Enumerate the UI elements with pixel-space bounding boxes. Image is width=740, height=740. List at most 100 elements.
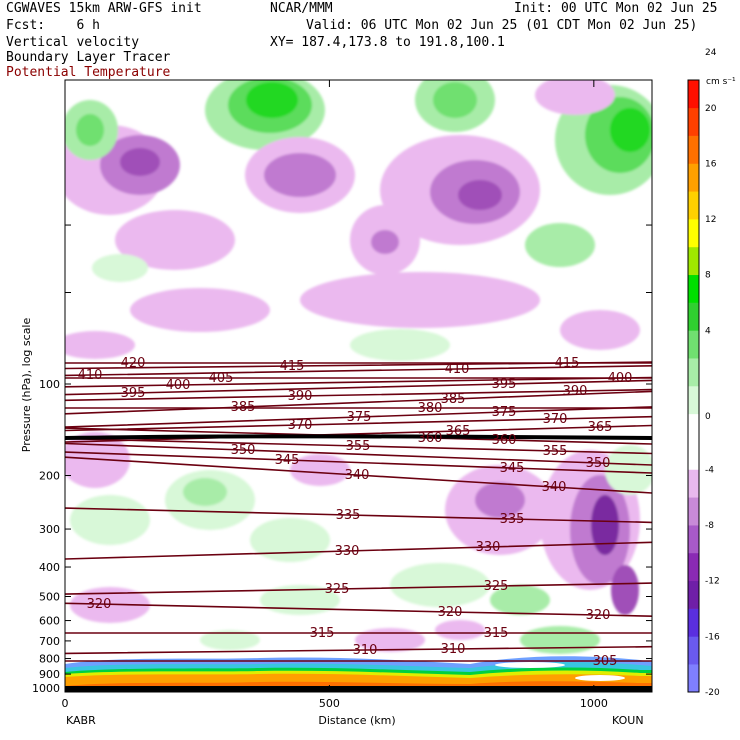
theta-label: 420: [121, 356, 146, 371]
theta-line: [65, 437, 652, 455]
theta-line: [65, 427, 652, 445]
colorbar: -20-16-12-8-404812162024283236: [687, 0, 720, 698]
y-tick-label: 100: [39, 378, 60, 391]
theta-line: [65, 456, 652, 494]
theta-line: [65, 388, 652, 402]
colorbar-label: -4: [705, 466, 714, 476]
colorbar-swatch: [688, 608, 699, 637]
colorbar-swatch: [688, 552, 699, 582]
theta-line: [65, 451, 652, 474]
theta-line: [65, 390, 652, 415]
colorbar-swatch: [688, 636, 699, 665]
theta-line: [65, 406, 652, 428]
theta-label: 335: [500, 512, 525, 527]
colorbar-swatch: [688, 413, 699, 442]
theta-label: 340: [345, 468, 370, 483]
forecast-hour: Fcst: 6 h: [6, 18, 100, 33]
theta-contours: [65, 361, 652, 662]
theta-label: 340: [542, 480, 567, 495]
x-tick-label: 1000: [580, 697, 608, 710]
theta-label: 370: [288, 418, 313, 433]
x-axis-label: Distance (km): [318, 714, 395, 727]
theta-label: 310: [441, 642, 466, 657]
theta-line: [65, 582, 652, 595]
colorbar-swatch: [688, 191, 699, 220]
colorbar-label: 4: [705, 326, 711, 336]
y-tick-label: 600: [39, 615, 60, 628]
colorbar-label: 24: [705, 48, 717, 58]
colorbar-label: -16: [705, 632, 720, 642]
colorbar-label: 20: [705, 104, 717, 114]
colorbar-label: -20: [705, 688, 720, 698]
colorbar-frame: [687, 79, 700, 693]
init-time: Init: 00 UTC Mon 02 Jun 25: [514, 1, 718, 16]
colorbar-swatch: [688, 441, 699, 470]
tropopause-line: [65, 434, 652, 440]
theta-label: 370: [543, 412, 568, 427]
theta-label: 405: [209, 371, 234, 386]
y-tick-label: 500: [39, 590, 60, 603]
colorbar-swatch: [688, 358, 699, 387]
theta-label: 395: [492, 377, 517, 392]
theta-label: 305: [593, 654, 618, 669]
x-axis: 0 500 1000: [62, 80, 648, 710]
x-tick-label: 500: [319, 697, 340, 710]
colorbar-swatch: [688, 274, 699, 303]
theta-label: 355: [346, 439, 371, 454]
theta-label: 385: [231, 400, 256, 415]
colorbar-swatch: [688, 497, 699, 526]
colorbar-swatch: [688, 664, 699, 693]
left-station-label: KABR: [66, 714, 96, 727]
theta-label: 325: [325, 582, 350, 597]
theta-label: 395: [121, 386, 146, 401]
theta-label: 390: [288, 389, 313, 404]
theta-label: 385: [441, 392, 466, 407]
theta-label: 350: [586, 456, 611, 471]
colorbar-swatch: [688, 580, 699, 609]
theta-label: 350: [231, 443, 256, 458]
theta-label: 325: [484, 579, 509, 594]
theta-label: 400: [166, 378, 191, 393]
colorbar-swatch: [688, 80, 699, 109]
theta-label: 380: [418, 401, 443, 416]
colorbar-label: 8: [705, 271, 711, 281]
theta-label: 355: [543, 444, 568, 459]
theta-line: [65, 365, 652, 377]
colorbar-label: -12: [705, 577, 720, 587]
y-tick-label: 900: [39, 668, 60, 681]
theta-label: 390: [563, 384, 588, 399]
theta-label: 375: [347, 410, 372, 425]
theta-label: 320: [586, 608, 611, 623]
theta-label: 345: [275, 453, 300, 468]
colorbar-label: -8: [705, 521, 714, 531]
theta-label: 410: [78, 368, 103, 383]
theta-label: 315: [484, 626, 509, 641]
y-tick-label: 300: [39, 523, 60, 536]
theta-line: [65, 602, 652, 617]
theta-line: [65, 415, 652, 432]
theta-label: 335: [336, 508, 361, 523]
theta-label: 365: [588, 420, 613, 435]
colorbar-swatch: [688, 330, 699, 359]
theta-label: 320: [87, 597, 112, 612]
field-vertical-velocity: Vertical velocity: [6, 35, 140, 50]
y-tick-label: 1000: [32, 682, 60, 695]
colorbar-swatch: [688, 302, 699, 331]
theta-line: [65, 442, 652, 466]
field-bl-tracer: Boundary Layer Tracer: [6, 50, 171, 65]
theta-label: 360: [418, 431, 443, 446]
model-title: CGWAVES 15km ARW-GFS init: [6, 1, 202, 16]
theta-line: [65, 507, 652, 524]
theta-label: 415: [555, 356, 580, 371]
theta-label: 315: [310, 626, 335, 641]
y-tick-label: 800: [39, 653, 60, 666]
theta-line: [65, 541, 652, 560]
colorbar-swatch: [688, 219, 699, 248]
colorbar-label: 16: [705, 160, 717, 170]
org-label: NCAR/MMM: [270, 1, 333, 16]
plot-frame: [64, 79, 653, 693]
theta-label: 415: [280, 359, 305, 374]
vertical-velocity-shading: [65, 80, 652, 654]
